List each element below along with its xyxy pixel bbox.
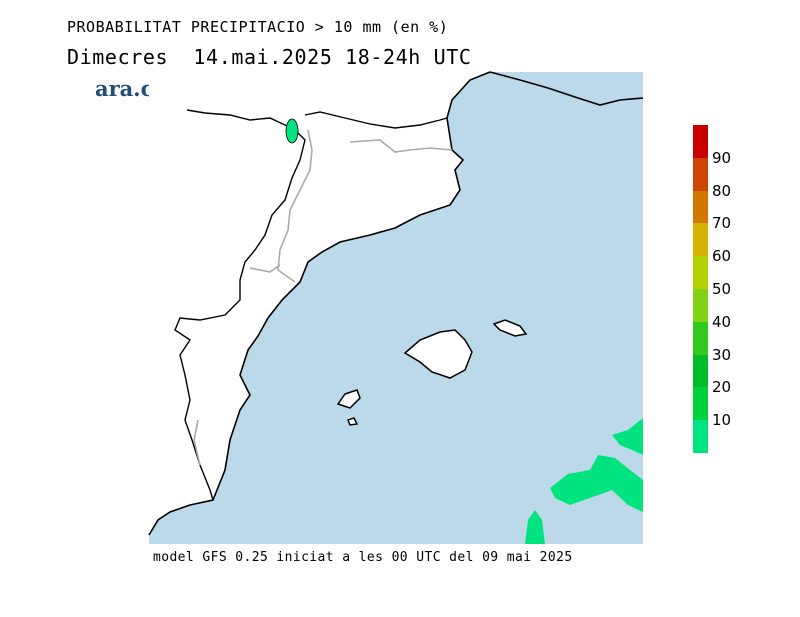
north-coastline xyxy=(489,71,644,106)
ibiza-island xyxy=(336,389,361,409)
probability-legend: 10 20 30 40 50 60 70 80 90 xyxy=(690,125,750,465)
legend-tick-label: 30 xyxy=(712,345,732,364)
model-footer: model GFS 0.25 iniciat a les 00 UTC del … xyxy=(153,550,573,565)
precip-area-south xyxy=(550,455,643,512)
legend-swatch xyxy=(693,354,708,388)
mallorca-island xyxy=(403,329,473,379)
legend-tick-label: 20 xyxy=(712,378,732,397)
frontier-line xyxy=(174,109,306,501)
legend-swatch xyxy=(693,420,708,453)
legend-swatch xyxy=(693,125,708,158)
legend-tick-label: 40 xyxy=(712,312,732,331)
legend-swatch xyxy=(693,321,708,355)
precip-area-southeast xyxy=(612,418,643,455)
legend-swatch xyxy=(693,256,708,289)
legend-tick-label: 10 xyxy=(712,411,732,430)
legend-tick-label: 60 xyxy=(712,247,732,266)
pyrenees-line xyxy=(304,111,448,129)
precip-area-andorra xyxy=(285,118,299,144)
legend-tick-label: 80 xyxy=(712,181,732,200)
legend-swatch xyxy=(693,387,708,421)
legend-tick-label: 90 xyxy=(712,148,732,167)
map-title: PROBABILITAT PRECIPITACIO > 10 mm (en %) xyxy=(67,18,449,36)
map-subtitle: Dimecres 14.mai.2025 18-24h UTC xyxy=(67,45,472,69)
legend-swatch xyxy=(693,223,708,257)
formentera-island xyxy=(347,417,359,426)
legend-swatch xyxy=(693,190,708,224)
legend-swatch xyxy=(693,157,708,191)
coastline xyxy=(148,71,491,536)
province-borders xyxy=(193,129,453,466)
legend-tick-label: 50 xyxy=(712,280,732,298)
legend-tick-label: 70 xyxy=(712,214,732,233)
precip-area-southwest xyxy=(525,510,545,544)
legend-swatch xyxy=(693,289,708,322)
land-area xyxy=(149,72,490,535)
menorca-island xyxy=(492,319,528,337)
